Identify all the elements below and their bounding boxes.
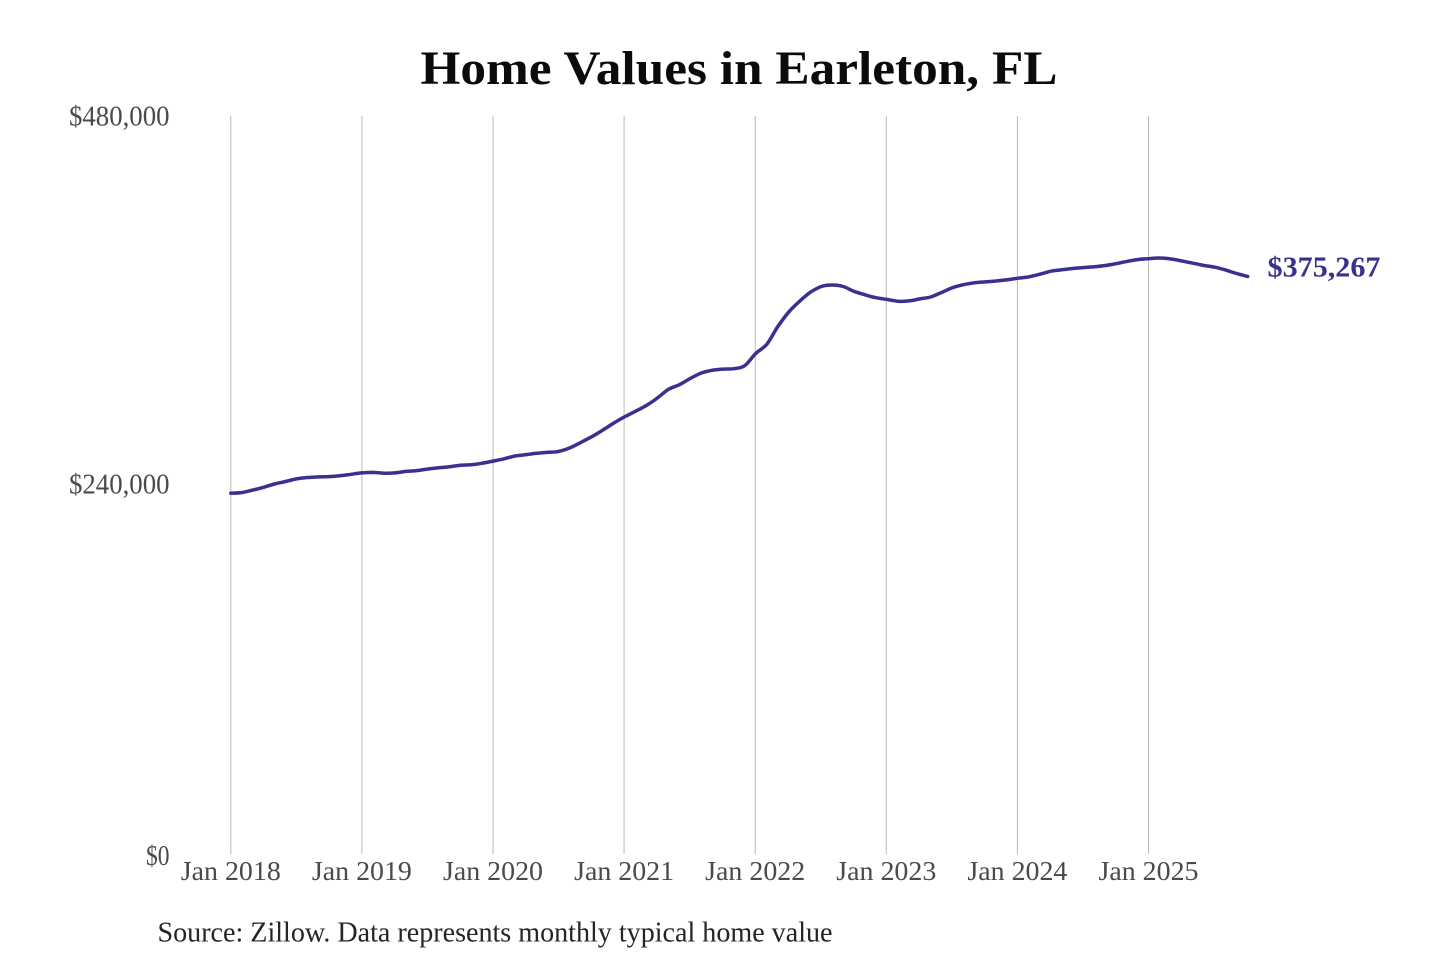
svg-text:$480,000: $480,000 [69, 101, 170, 133]
svg-text:Home Values in Earleton, FL: Home Values in Earleton, FL [421, 42, 1058, 95]
svg-text:Jan 2018: Jan 2018 [181, 855, 281, 886]
svg-text:Jan 2019: Jan 2019 [312, 855, 412, 886]
svg-text:Jan 2025: Jan 2025 [1099, 855, 1199, 886]
svg-text:Jan 2024: Jan 2024 [967, 855, 1067, 886]
svg-text:Jan 2021: Jan 2021 [574, 855, 674, 886]
svg-text:Source: Zillow. Data represent: Source: Zillow. Data represents monthly … [158, 916, 833, 948]
svg-text:$0: $0 [146, 840, 170, 872]
svg-text:Jan 2023: Jan 2023 [836, 855, 936, 886]
svg-text:Jan 2020: Jan 2020 [443, 855, 543, 886]
svg-text:$375,267: $375,267 [1268, 252, 1381, 284]
svg-text:$240,000: $240,000 [69, 469, 170, 501]
svg-text:Jan 2022: Jan 2022 [705, 855, 805, 886]
